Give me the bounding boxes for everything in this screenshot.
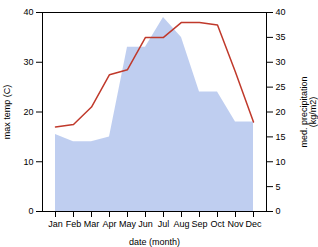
svg-text:Jun: Jun [138,219,153,229]
svg-text:40: 40 [23,7,33,17]
svg-text:30: 30 [276,57,286,67]
svg-text:5: 5 [276,182,281,192]
svg-text:20: 20 [23,107,33,117]
svg-text:Feb: Feb [66,219,82,229]
svg-text:Dec: Dec [245,219,262,229]
svg-text:date (month): date (month) [129,237,180,247]
svg-text:Jul: Jul [158,219,170,229]
svg-text:10: 10 [276,157,286,167]
svg-text:15: 15 [276,132,286,142]
svg-text:Oct: Oct [210,219,225,229]
svg-text:Jan: Jan [48,219,63,229]
svg-text:10: 10 [23,157,33,167]
svg-text:20: 20 [276,107,286,117]
svg-text:Nov: Nov [227,219,244,229]
svg-text:0: 0 [28,206,33,216]
svg-text:35: 35 [276,32,286,42]
svg-text:0: 0 [276,206,281,216]
svg-text:med. precipitation(kg/m2): med. precipitation(kg/m2) [299,76,318,147]
svg-text:Apr: Apr [102,219,116,229]
svg-text:Sep: Sep [191,219,207,229]
svg-text:Aug: Aug [173,219,189,229]
svg-text:25: 25 [276,82,286,92]
svg-text:Mar: Mar [84,219,100,229]
svg-text:May: May [119,219,137,229]
svg-text:max temp (C): max temp (C) [2,85,12,140]
svg-text:40: 40 [276,7,286,17]
svg-text:30: 30 [23,57,33,67]
